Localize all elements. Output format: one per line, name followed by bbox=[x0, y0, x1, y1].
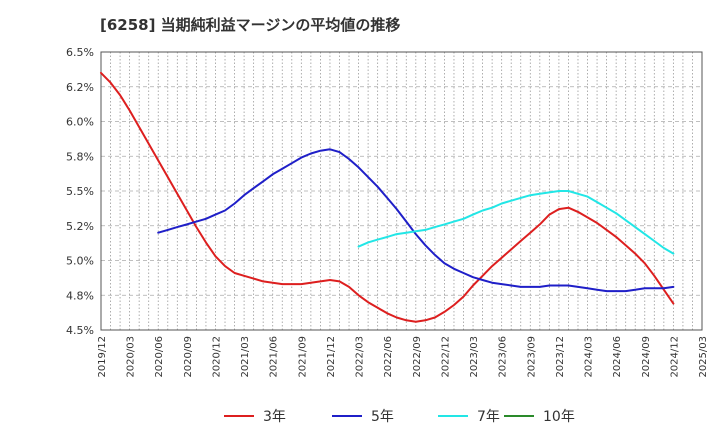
legend-label: 3年 bbox=[263, 409, 286, 425]
x-tick-label: 2019/12 bbox=[97, 336, 108, 378]
legend: 3年 5年 7年 10年 bbox=[0, 404, 720, 428]
x-tick-label: 2024/09 bbox=[641, 336, 652, 378]
series-line bbox=[357, 190, 675, 255]
legend-item: 5年 bbox=[332, 404, 394, 428]
x-tick-label: 2020/12 bbox=[211, 336, 222, 378]
x-tick-label: 2020/03 bbox=[126, 336, 137, 378]
y-tick-label: 6.5% bbox=[66, 46, 94, 59]
legend-item: 3年 bbox=[224, 404, 286, 428]
x-tick-label: 2022/09 bbox=[412, 336, 423, 378]
series-line bbox=[157, 148, 675, 293]
x-tick-label: 2023/09 bbox=[526, 336, 537, 378]
x-tick-label: 2020/06 bbox=[154, 336, 165, 378]
x-tick-label: 2023/03 bbox=[469, 336, 480, 378]
legend-label: 10年 bbox=[543, 409, 575, 425]
legend-item: 7年 bbox=[438, 404, 500, 428]
legend-line-swatch bbox=[438, 415, 468, 417]
y-tick-label: 6.2% bbox=[66, 81, 94, 94]
y-tick-label: 5.5% bbox=[66, 185, 94, 198]
x-tick-label: 2025/03 bbox=[698, 336, 709, 378]
x-tick-label: 2024/06 bbox=[612, 336, 623, 378]
legend-label: 5年 bbox=[371, 409, 394, 425]
x-tick-label: 2024/03 bbox=[584, 336, 595, 378]
y-tick-label: 4.8% bbox=[66, 289, 94, 302]
y-tick-label: 5.8% bbox=[66, 150, 94, 163]
x-tick-label: 2021/12 bbox=[326, 336, 337, 378]
x-tick-label: 2023/12 bbox=[555, 336, 566, 378]
x-tick-label: 2022/06 bbox=[383, 336, 394, 378]
plot-area bbox=[100, 51, 703, 331]
x-tick-label: 2021/03 bbox=[240, 336, 251, 378]
legend-label: 7年 bbox=[477, 409, 500, 425]
legend-line-swatch bbox=[224, 415, 254, 417]
legend-item: 10年 bbox=[504, 404, 575, 428]
legend-line-swatch bbox=[504, 415, 534, 417]
y-tick-label: 4.5% bbox=[66, 324, 94, 337]
x-tick-label: 2022/03 bbox=[355, 336, 366, 378]
x-tick-label: 2024/12 bbox=[669, 336, 680, 378]
chart-title: [6258] 当期純利益マージンの平均値の推移 bbox=[100, 16, 401, 34]
x-tick-label: 2021/06 bbox=[269, 336, 280, 378]
x-tick-label: 2021/09 bbox=[297, 336, 308, 378]
y-tick-label: 6.0% bbox=[66, 116, 94, 129]
y-tick-label: 5.0% bbox=[66, 255, 94, 268]
x-tick-label: 2023/06 bbox=[498, 336, 509, 378]
x-tick-label: 2020/09 bbox=[183, 336, 194, 378]
legend-line-swatch bbox=[332, 415, 362, 417]
series-line bbox=[100, 71, 675, 323]
y-tick-label: 5.2% bbox=[66, 220, 94, 233]
x-tick-label: 2022/12 bbox=[440, 336, 451, 378]
